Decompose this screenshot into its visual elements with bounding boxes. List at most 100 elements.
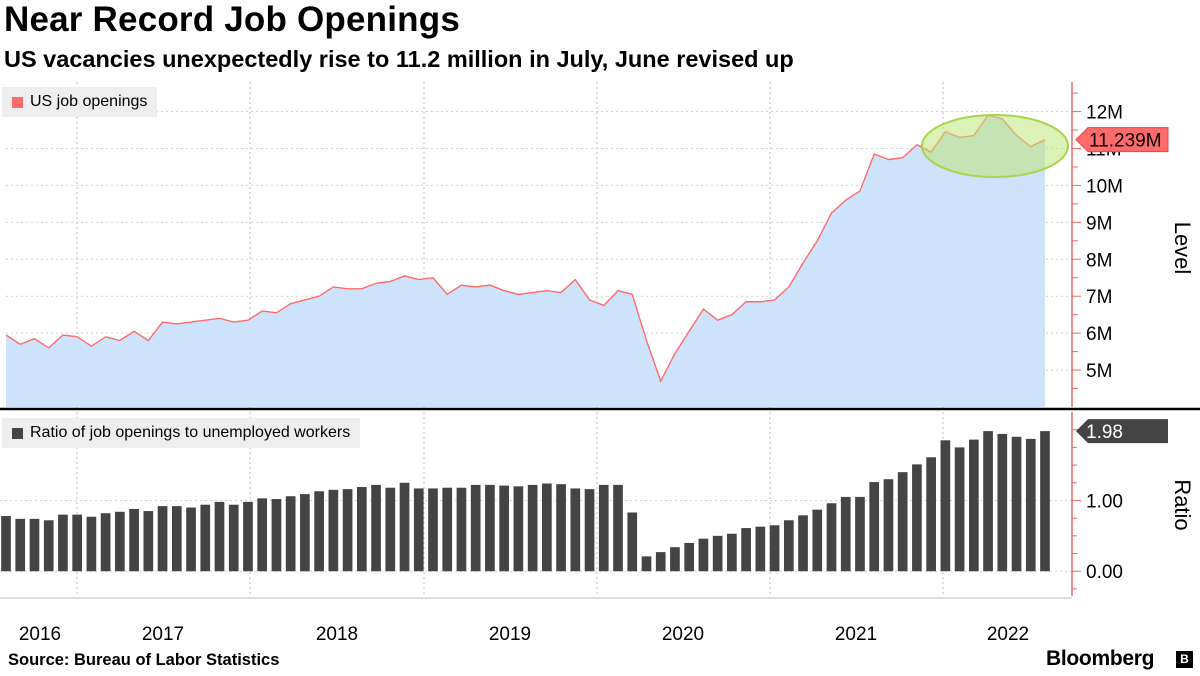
ratio-bar <box>940 440 951 572</box>
ratio-bar <box>285 496 296 572</box>
last-value-tag: 1.98 <box>1076 419 1168 444</box>
ratio-bar <box>171 506 182 572</box>
ratio-bar <box>428 488 438 572</box>
ratio-bar <box>598 484 609 572</box>
ratio-bar <box>897 472 908 572</box>
ratio-bar <box>115 511 125 572</box>
x-tick-label: 2018 <box>316 624 358 645</box>
ratio-bar <box>969 439 979 572</box>
y-tick-label: 12M <box>1086 103 1123 124</box>
ratio-bar <box>627 512 638 572</box>
ratio-bar <box>869 482 880 572</box>
x-tick-label: 2019 <box>489 624 531 645</box>
y-tick-label: 9M <box>1086 213 1112 234</box>
ratio-bar <box>356 487 367 572</box>
ratio-bar <box>157 506 168 572</box>
brand-mark-icon: B <box>1176 651 1193 668</box>
ratio-bar <box>214 501 225 572</box>
brand-logo: Bloomberg <box>1046 647 1155 670</box>
ratio-bar <box>769 525 780 572</box>
job-openings-line <box>5 114 1046 383</box>
last-value-label: 1.98 <box>1086 422 1123 443</box>
ratio-bar <box>186 507 196 572</box>
ratio-bar <box>86 516 97 572</box>
y-tick-label: 7M <box>1086 287 1112 308</box>
last-value-badge <box>1075 127 1169 153</box>
ratio-bar <box>783 520 794 572</box>
ratio-bar <box>470 484 481 572</box>
ratio-bar <box>997 433 1008 572</box>
ratio-bar <box>542 483 552 572</box>
legend-label: Ratio of job openings to unemployed work… <box>30 424 351 441</box>
y-tick-label: 10M <box>1086 176 1123 197</box>
ratio-bar <box>413 488 424 572</box>
ratio-bar <box>655 552 666 572</box>
ratio-bar <box>200 504 211 572</box>
legend-ratio: Ratio of job openings to unemployed work… <box>2 418 361 448</box>
ratio-bar <box>485 484 495 572</box>
last-value-badge <box>1076 419 1168 444</box>
y-tick-label: 8M <box>1086 250 1112 271</box>
ratio-bar <box>300 494 310 572</box>
ratio-bar <box>371 484 381 572</box>
ratio-bar <box>641 556 652 572</box>
y-tick-label: 5M <box>1086 361 1112 382</box>
ratio-bar <box>100 513 111 572</box>
y-tick-label: 1.00 <box>1086 491 1123 512</box>
y-tick-label: 0.00 <box>1086 562 1123 583</box>
ratio-bar <box>883 479 894 572</box>
ratio-bar <box>840 496 851 572</box>
ratio-bar <box>812 509 823 572</box>
legend-swatch-icon <box>12 428 23 439</box>
ratio-bar <box>926 457 936 572</box>
chart-subtitle: US vacancies unexpectedly rise to 11.2 m… <box>4 46 794 72</box>
ratio-bar <box>727 533 737 572</box>
axis-label-level: Level <box>1170 222 1195 275</box>
x-tick-label: 2016 <box>19 624 61 645</box>
ratio-bar <box>912 464 922 572</box>
ratio-bar <box>257 498 268 572</box>
ratio-bar <box>29 518 40 572</box>
ratio-bar <box>1025 438 1036 572</box>
ratio-bar <box>527 484 538 572</box>
x-tick-label: 2017 <box>142 624 184 645</box>
x-tick-label: 2020 <box>662 624 704 645</box>
ratio-bar <box>826 503 837 572</box>
ratio-bar <box>456 487 467 572</box>
ratio-bar <box>613 484 623 572</box>
ratio-bar <box>342 489 353 572</box>
ratio-bar <box>513 486 524 572</box>
ratio-bar <box>243 501 253 572</box>
ratio-bar <box>698 538 709 572</box>
job-openings-area <box>6 115 1045 408</box>
ratio-bar <box>442 487 453 572</box>
ratio-bar <box>43 520 54 572</box>
legend-job-openings: US job openings <box>2 87 158 117</box>
ratio-bar <box>399 482 410 572</box>
ratio-bar <box>328 489 339 572</box>
last-value-tag: 11.239M <box>1075 127 1169 153</box>
y-tick-label: 6M <box>1086 324 1112 345</box>
ratio-bar <box>684 542 695 572</box>
ratio-bar <box>983 431 993 572</box>
legend-label: US job openings <box>30 93 148 110</box>
ratio-bar <box>855 496 865 572</box>
ratio-bar <box>584 489 595 572</box>
ratio-bar <box>72 514 83 572</box>
ratio-bar <box>1011 436 1022 572</box>
highlight-ellipse <box>921 114 1069 178</box>
ratio-bar <box>15 518 26 572</box>
ratio-bar <box>1040 431 1050 572</box>
axis-label-ratio: Ratio <box>1170 479 1195 530</box>
last-value-label: 11.239M <box>1089 131 1162 152</box>
ratio-bar <box>58 514 68 572</box>
ratio-panel: 0.00 1.00 1.98 Ratio <box>0 412 1195 596</box>
ratio-bar <box>556 484 566 572</box>
ratio-bar <box>712 535 723 572</box>
ratio-bar <box>314 491 324 572</box>
ratio-bar <box>129 508 139 572</box>
ratio-bar <box>954 447 965 572</box>
legend-swatch-icon <box>12 97 23 108</box>
